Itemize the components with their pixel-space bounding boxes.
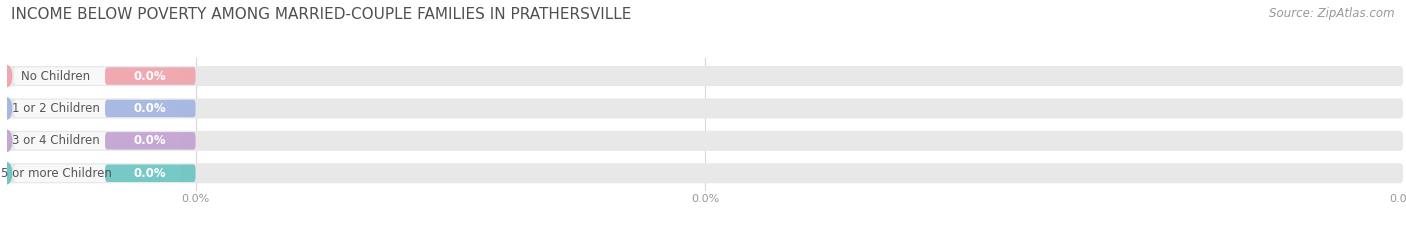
FancyBboxPatch shape [14, 100, 181, 117]
Circle shape [3, 98, 11, 119]
Text: 1 or 2 Children: 1 or 2 Children [13, 102, 100, 115]
Circle shape [3, 163, 11, 184]
FancyBboxPatch shape [7, 98, 1403, 119]
FancyBboxPatch shape [105, 132, 195, 150]
Text: 0.0%: 0.0% [134, 134, 166, 147]
Text: 3 or 4 Children: 3 or 4 Children [13, 134, 100, 147]
Text: 0.0%: 0.0% [134, 70, 166, 82]
Text: Source: ZipAtlas.com: Source: ZipAtlas.com [1270, 7, 1395, 20]
Circle shape [3, 65, 11, 87]
FancyBboxPatch shape [14, 164, 181, 182]
FancyBboxPatch shape [105, 100, 195, 117]
FancyBboxPatch shape [105, 164, 195, 182]
Text: No Children: No Children [21, 70, 90, 82]
FancyBboxPatch shape [105, 67, 195, 85]
FancyBboxPatch shape [7, 66, 1403, 86]
Text: INCOME BELOW POVERTY AMONG MARRIED-COUPLE FAMILIES IN PRATHERSVILLE: INCOME BELOW POVERTY AMONG MARRIED-COUPL… [11, 7, 631, 22]
FancyBboxPatch shape [7, 131, 1403, 151]
Text: 5 or more Children: 5 or more Children [0, 167, 111, 180]
Text: 0.0%: 0.0% [134, 167, 166, 180]
FancyBboxPatch shape [14, 132, 181, 150]
FancyBboxPatch shape [7, 163, 1403, 183]
Circle shape [3, 130, 11, 151]
Text: 0.0%: 0.0% [134, 102, 166, 115]
FancyBboxPatch shape [14, 67, 181, 85]
